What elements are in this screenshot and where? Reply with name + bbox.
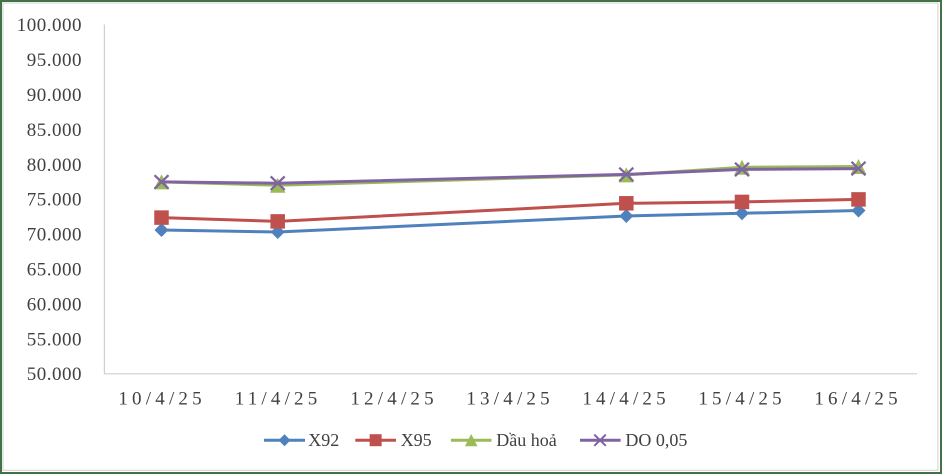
svg-text:X95: X95 — [401, 430, 432, 450]
svg-text:11/4/25: 11/4/25 — [235, 389, 322, 410]
svg-text:Dầu hoả: Dầu hoả — [496, 430, 556, 450]
svg-text:13/4/25: 13/4/25 — [466, 389, 553, 410]
svg-text:80.000: 80.000 — [27, 155, 82, 176]
svg-text:100.000: 100.000 — [17, 15, 82, 36]
svg-text:85.000: 85.000 — [27, 120, 82, 141]
svg-text:12/4/25: 12/4/25 — [350, 389, 437, 410]
svg-text:16/4/25: 16/4/25 — [814, 389, 901, 410]
svg-text:50.000: 50.000 — [27, 364, 82, 385]
svg-text:90.000: 90.000 — [27, 85, 82, 106]
svg-text:55.000: 55.000 — [27, 329, 82, 350]
svg-text:70.000: 70.000 — [27, 225, 82, 246]
svg-text:60.000: 60.000 — [27, 294, 82, 315]
svg-text:DO 0,05: DO 0,05 — [625, 430, 687, 450]
svg-text:14/4/25: 14/4/25 — [582, 389, 669, 410]
svg-text:95.000: 95.000 — [27, 50, 82, 71]
svg-text:10/4/25: 10/4/25 — [118, 389, 205, 410]
svg-text:65.000: 65.000 — [27, 260, 82, 281]
svg-text:X92: X92 — [308, 430, 339, 450]
svg-text:75.000: 75.000 — [27, 190, 82, 211]
svg-text:15/4/25: 15/4/25 — [698, 389, 785, 410]
